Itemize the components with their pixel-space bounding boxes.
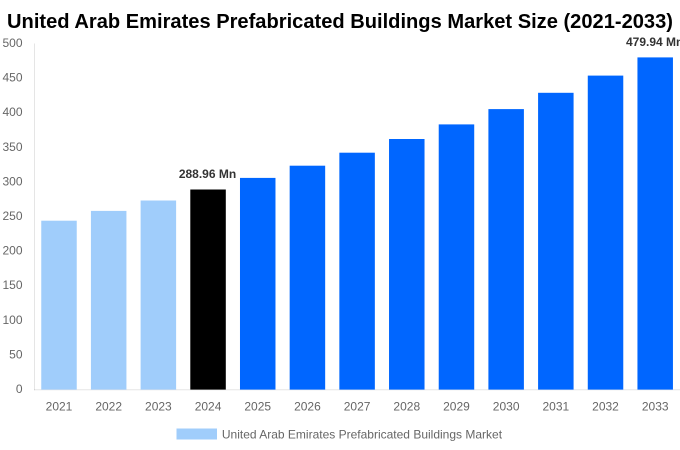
svg-text:2029: 2029 bbox=[443, 400, 470, 414]
svg-text:United Arab Emirates Prefabric: United Arab Emirates Prefabricated Build… bbox=[7, 11, 673, 33]
svg-text:0: 0 bbox=[16, 382, 23, 396]
svg-text:United Arab Emirates Prefabric: United Arab Emirates Prefabricated Build… bbox=[222, 428, 503, 442]
svg-text:2023: 2023 bbox=[145, 400, 172, 414]
svg-text:50: 50 bbox=[9, 347, 23, 361]
svg-text:200: 200 bbox=[2, 244, 22, 258]
svg-text:2021: 2021 bbox=[46, 400, 73, 414]
svg-text:300: 300 bbox=[2, 174, 22, 188]
svg-text:479.94 Mn: 479.94 Mn bbox=[626, 35, 680, 49]
svg-text:2026: 2026 bbox=[294, 400, 321, 414]
svg-text:2033: 2033 bbox=[642, 400, 669, 414]
svg-text:2024: 2024 bbox=[195, 400, 222, 414]
svg-text:2031: 2031 bbox=[542, 400, 569, 414]
svg-text:2022: 2022 bbox=[95, 400, 122, 414]
svg-text:2028: 2028 bbox=[393, 400, 420, 414]
svg-text:288.96 Mn: 288.96 Mn bbox=[179, 167, 236, 181]
svg-text:400: 400 bbox=[2, 105, 22, 119]
svg-text:350: 350 bbox=[2, 140, 22, 154]
svg-text:2027: 2027 bbox=[344, 400, 371, 414]
svg-text:2032: 2032 bbox=[592, 400, 619, 414]
svg-text:100: 100 bbox=[2, 313, 22, 327]
svg-text:150: 150 bbox=[2, 278, 22, 292]
svg-text:2025: 2025 bbox=[244, 400, 271, 414]
svg-text:2030: 2030 bbox=[493, 400, 520, 414]
svg-text:250: 250 bbox=[2, 209, 22, 223]
svg-text:450: 450 bbox=[2, 71, 22, 85]
svg-text:500: 500 bbox=[2, 36, 22, 50]
